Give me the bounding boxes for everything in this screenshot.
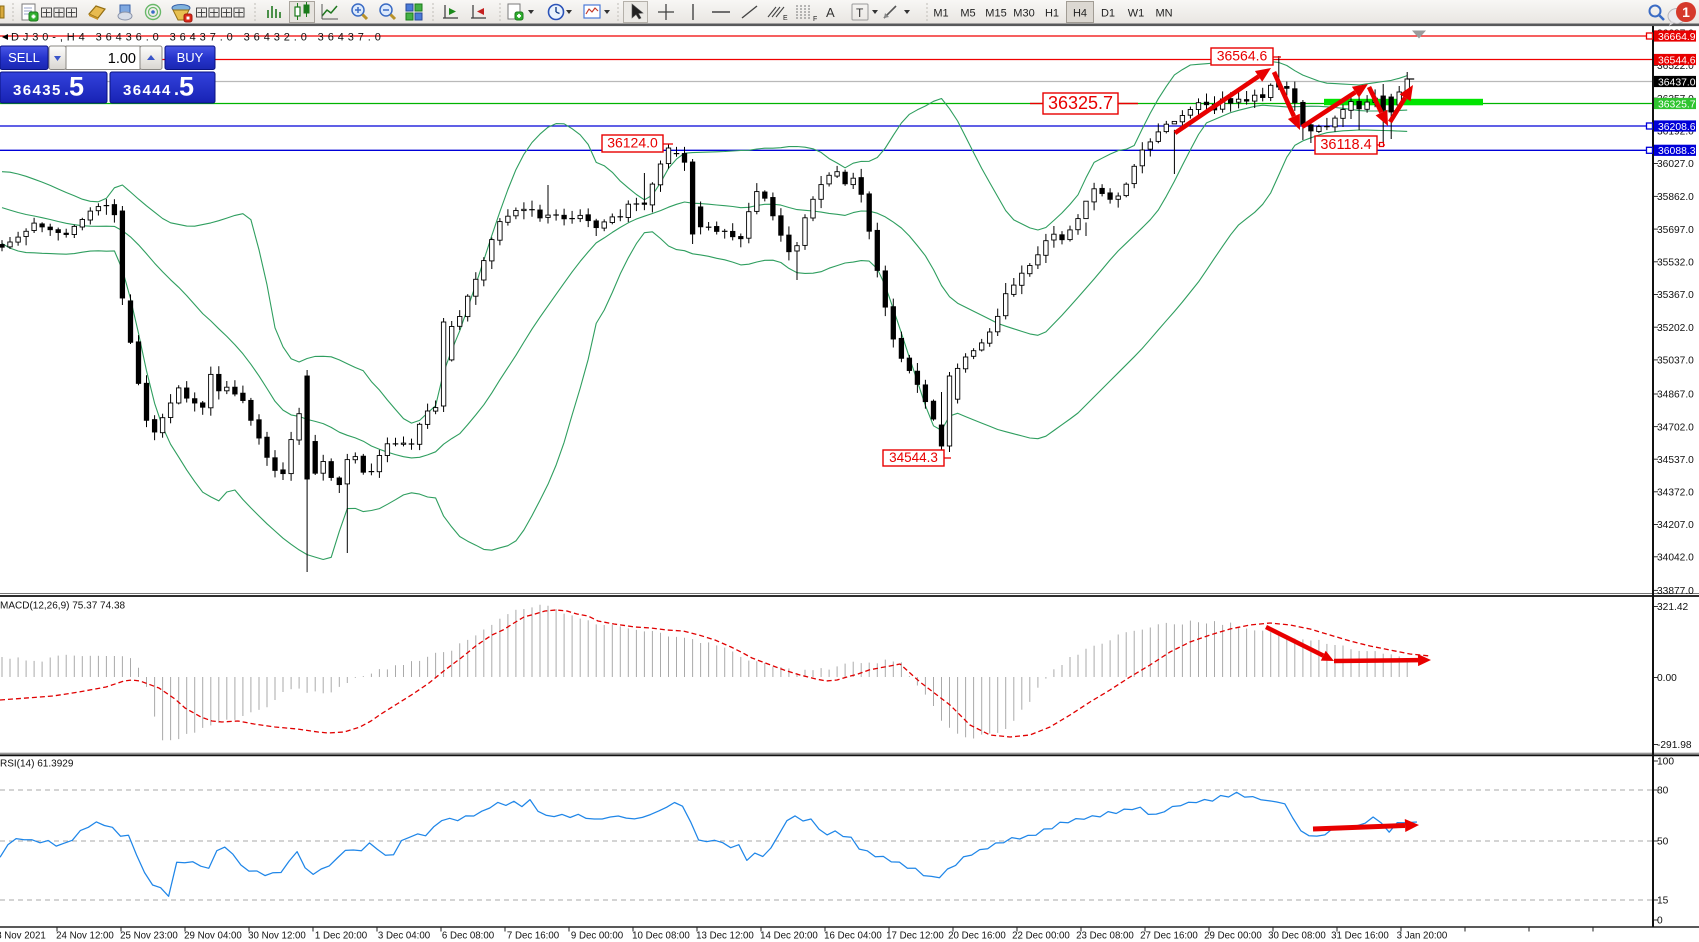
svg-text:31 Dec 16:00: 31 Dec 16:00: [1331, 931, 1389, 942]
svg-text:29 Nov 04:00: 29 Nov 04:00: [184, 931, 242, 942]
svg-text:36544.6: 36544.6: [1658, 55, 1696, 66]
svg-text:36437.0: 36437.0: [1658, 77, 1696, 88]
svg-text:29 Dec 00:00: 29 Dec 00:00: [1204, 931, 1262, 942]
svg-text:15: 15: [1657, 896, 1669, 907]
svg-text:BUY: BUY: [177, 50, 204, 65]
svg-text:25 Nov 23:00: 25 Nov 23:00: [120, 931, 178, 942]
svg-text:34544.3: 34544.3: [889, 450, 938, 465]
svg-text:35532.0: 35532.0: [1657, 258, 1694, 269]
svg-text:321.42: 321.42: [1657, 602, 1688, 613]
svg-text:M15: M15: [985, 8, 1006, 20]
svg-text:36444: 36444: [123, 82, 172, 99]
svg-text:3 Nov 2021: 3 Nov 2021: [0, 931, 46, 942]
svg-text:16 Dec 04:00: 16 Dec 04:00: [824, 931, 882, 942]
svg-text:5: 5: [69, 72, 84, 102]
svg-text:34537.0: 34537.0: [1657, 455, 1694, 466]
svg-text:MN: MN: [1155, 8, 1172, 20]
svg-text:35037.0: 35037.0: [1657, 356, 1694, 367]
svg-text:H4: H4: [1073, 8, 1087, 20]
svg-text:36124.0: 36124.0: [607, 135, 658, 151]
svg-text:34867.0: 34867.0: [1657, 390, 1694, 401]
svg-text:1: 1: [1682, 4, 1690, 20]
svg-text:20 Dec 16:00: 20 Dec 16:00: [948, 931, 1006, 942]
svg-text:A: A: [826, 5, 835, 20]
svg-text:-291.98: -291.98: [1657, 740, 1692, 751]
svg-text:34702.0: 34702.0: [1657, 422, 1694, 433]
svg-text:3 Jan 20:00: 3 Jan 20:00: [1397, 931, 1448, 942]
svg-text:SELL: SELL: [8, 50, 40, 65]
svg-text:DJ30-,H4 36436.0 36437.0 36432: DJ30-,H4 36436.0 36437.0 36432.0 36437.0: [11, 32, 385, 44]
svg-text:10 Dec 08:00: 10 Dec 08:00: [632, 931, 690, 942]
svg-text:RSI(14) 61.3929: RSI(14) 61.3929: [0, 759, 74, 770]
svg-text:14 Dec 20:00: 14 Dec 20:00: [760, 931, 818, 942]
svg-text:30 Dec 08:00: 30 Dec 08:00: [1268, 931, 1326, 942]
svg-text:27 Dec 16:00: 27 Dec 16:00: [1140, 931, 1198, 942]
svg-text:17 Dec 12:00: 17 Dec 12:00: [886, 931, 944, 942]
svg-text:35862.0: 35862.0: [1657, 192, 1694, 203]
svg-text:34207.0: 34207.0: [1657, 520, 1694, 531]
svg-text:3 Dec 04:00: 3 Dec 04:00: [378, 931, 431, 942]
svg-text:100: 100: [1657, 757, 1674, 768]
svg-text:23 Dec 08:00: 23 Dec 08:00: [1076, 931, 1134, 942]
svg-text:0.00: 0.00: [1657, 673, 1677, 684]
svg-text:.: .: [174, 79, 179, 99]
svg-text:34042.0: 34042.0: [1657, 553, 1694, 564]
svg-text:36564.6: 36564.6: [1217, 48, 1268, 64]
svg-text:7 Dec 16:00: 7 Dec 16:00: [507, 931, 560, 942]
svg-text:36522.0: 36522.0: [1657, 61, 1694, 72]
svg-text:D1: D1: [1101, 8, 1115, 20]
svg-text:36192.0: 36192.0: [1657, 127, 1694, 138]
svg-text:50: 50: [1657, 837, 1669, 848]
svg-text:35202.0: 35202.0: [1657, 323, 1694, 334]
svg-text:E: E: [783, 15, 788, 22]
svg-text:M1: M1: [933, 8, 948, 20]
svg-text:T: T: [856, 6, 864, 20]
svg-text:1 Dec 20:00: 1 Dec 20:00: [315, 931, 368, 942]
svg-text:M30: M30: [1013, 8, 1034, 20]
svg-text:36325.7: 36325.7: [1048, 93, 1113, 113]
svg-text:35697.0: 35697.0: [1657, 225, 1694, 236]
svg-text:F: F: [813, 16, 817, 23]
svg-text:35367.0: 35367.0: [1657, 290, 1694, 301]
svg-text:36325.7: 36325.7: [1658, 99, 1696, 110]
svg-text:34372.0: 34372.0: [1657, 488, 1694, 499]
svg-text:.: .: [64, 79, 69, 99]
svg-text:1.00: 1.00: [108, 51, 136, 67]
svg-text:30 Nov 12:00: 30 Nov 12:00: [248, 931, 306, 942]
svg-text:22 Dec 00:00: 22 Dec 00:00: [1012, 931, 1070, 942]
svg-text:W1: W1: [1128, 8, 1145, 20]
svg-text:M5: M5: [960, 8, 975, 20]
svg-text:36027.0: 36027.0: [1657, 159, 1694, 170]
svg-text:36208.6: 36208.6: [1658, 122, 1696, 133]
svg-text:36664.9: 36664.9: [1658, 32, 1696, 43]
svg-text:13 Dec 12:00: 13 Dec 12:00: [696, 931, 754, 942]
svg-text:36435: 36435: [13, 82, 62, 99]
svg-text:80: 80: [1657, 786, 1669, 797]
svg-text:9 Dec 00:00: 9 Dec 00:00: [571, 931, 624, 942]
svg-text:H1: H1: [1045, 8, 1059, 20]
svg-text:5: 5: [179, 72, 194, 102]
svg-text:0: 0: [1657, 916, 1663, 927]
svg-text:33877.0: 33877.0: [1657, 586, 1694, 597]
svg-text:36088.3: 36088.3: [1658, 146, 1696, 157]
svg-text:MACD(12,26,9) 75.37 74.38: MACD(12,26,9) 75.37 74.38: [0, 601, 126, 612]
svg-text:36118.4: 36118.4: [1320, 137, 1371, 153]
svg-text:24 Nov 12:00: 24 Nov 12:00: [56, 931, 114, 942]
svg-text:6 Dec 08:00: 6 Dec 08:00: [442, 931, 495, 942]
